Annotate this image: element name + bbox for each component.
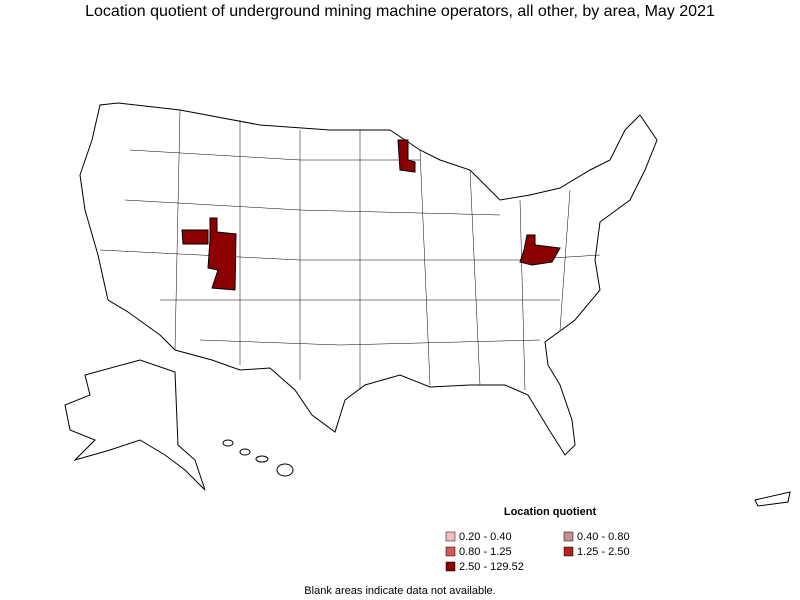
puerto-rico [754, 491, 791, 507]
us-map [64, 102, 791, 507]
legend-swatch [445, 561, 456, 572]
highlighted-area [397, 139, 416, 173]
contiguous-us [79, 102, 658, 456]
footnote: Blank areas indicate data not available. [304, 585, 495, 597]
legend-label: 1.25 - 2.50 [577, 546, 630, 558]
legend-swatch [445, 546, 456, 557]
legend-title: Location quotient [504, 506, 597, 518]
area-borders [99, 109, 601, 391]
legend: 0.20 - 0.40 0.40 - 0.80 0.80 - 1.25 1.25 - … [445, 531, 630, 573]
legend-swatch [563, 546, 574, 557]
hawaii [222, 439, 294, 477]
highlighted-area [207, 217, 237, 291]
legend-label: 2.50 - 129.52 [459, 561, 524, 573]
highlighted-area [519, 234, 561, 266]
legend-swatch [563, 531, 574, 542]
legend-label: 0.20 - 0.40 [459, 531, 512, 543]
legend-label: 0.80 - 1.25 [459, 546, 512, 558]
map-title: Location quotient of underground mining … [85, 3, 715, 20]
legend-label: 0.40 - 0.80 [577, 531, 630, 543]
highlighted-area [181, 229, 209, 245]
alaska [64, 359, 206, 491]
legend-swatch [445, 531, 456, 542]
